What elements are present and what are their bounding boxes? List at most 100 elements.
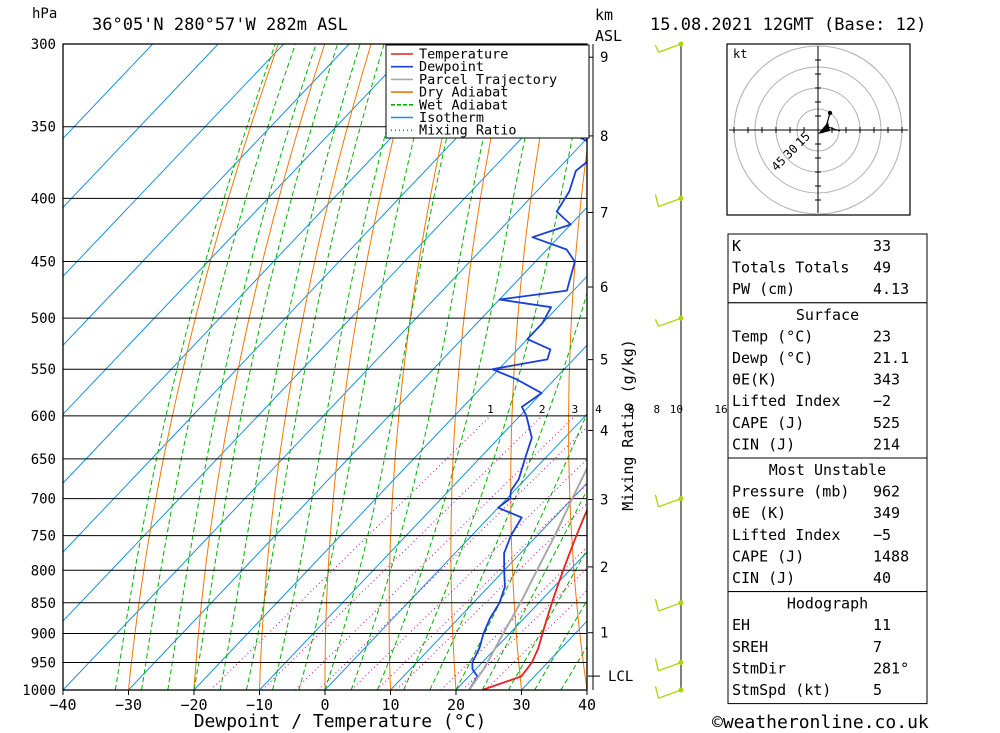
km-tick-label: 2 [600, 560, 608, 576]
index-value: 5 [873, 681, 882, 699]
legend-entry: Parcel Trajectory [419, 72, 557, 88]
temperature-tick-labels: −40 −30 −20 −10 0 10 20 30 40 [49, 690, 596, 714]
isotherm-line [324, 413, 587, 690]
pressure-tick-label: 800 [31, 563, 56, 579]
dry-adiabat-line [679, 44, 718, 690]
isotherm-line [63, 137, 587, 690]
mixing-ratio-label: 16 [714, 403, 727, 416]
mixing-ratio-line [318, 426, 587, 690]
wind-barb-shaft [658, 43, 682, 53]
index-label: CAPE (J) [732, 414, 804, 432]
dewpoint-line [468, 116, 587, 690]
index-table: K 33 Totals Totals 49 PW (cm) 4.13 Surface Temp… [727, 233, 928, 705]
index-value: 11 [873, 616, 891, 634]
index-label: Totals Totals [732, 259, 849, 277]
isotherm-line [259, 344, 587, 690]
wind-barb-flag [654, 194, 660, 207]
pressure-tick-label: 750 [31, 529, 56, 545]
wind-barbs [654, 41, 684, 699]
index-value: 525 [873, 414, 900, 432]
parcel-trajectory-line [468, 466, 587, 690]
profile-series [468, 116, 587, 690]
legend-box [385, 44, 590, 139]
wet-adiabat-line [324, 44, 470, 690]
mixing-ratio-label: 1 [487, 403, 494, 416]
isotherm-line [63, 44, 350, 346]
index-label: θE (K) [732, 504, 786, 522]
temperature-tick-label: −40 [49, 696, 76, 714]
pressure-tick-label: 550 [31, 362, 56, 378]
index-value: −5 [873, 526, 891, 544]
mixing-ratio-label: 4 [595, 403, 602, 416]
mixing-ratio-label: 8 [653, 403, 660, 416]
pressure-tick-label: 500 [31, 311, 56, 327]
km-unit-label: km [595, 6, 613, 24]
index-value: 1488 [873, 547, 909, 565]
mixing-ratio-label: 2 [539, 403, 546, 416]
wet-adiabat-line [219, 44, 361, 690]
index-label: EH [732, 616, 750, 634]
isotherm-line [63, 44, 154, 140]
index-label: PW (cm) [732, 280, 795, 298]
asl-unit-label: ASL [595, 27, 622, 45]
index-section-box [727, 591, 928, 705]
km-tick-label: 3 [600, 492, 608, 508]
isotherm-line [128, 206, 587, 690]
isotherm-line [63, 44, 219, 209]
storm-motion-vector [827, 126, 841, 132]
dry-adiabat-line [928, 44, 1000, 690]
wind-barb-flag [654, 686, 660, 699]
km-tick-label: 6 [600, 280, 608, 296]
copyright-label: ©weatheronline.co.uk [712, 712, 929, 733]
wind-barb-flag [654, 44, 660, 53]
index-label: CIN (J) [732, 435, 795, 453]
wind-barb-shaft [658, 197, 682, 208]
index-value: 33 [873, 237, 891, 255]
legend-entry: Mixing Ratio [419, 123, 517, 139]
hodograph-unit-label: kt [733, 47, 747, 61]
legend-entry: Isotherm [419, 110, 484, 126]
temperature-tick-label: −30 [115, 696, 142, 714]
wet-adiabat-line [245, 44, 385, 690]
mixing-ratio-line [376, 483, 587, 690]
pressure-tick-label: 300 [31, 37, 56, 53]
index-section-title: Surface [796, 306, 859, 324]
wind-barb-shaft [658, 317, 682, 327]
wind-barb-shaft [658, 689, 682, 699]
temperature-line [481, 507, 587, 690]
temperature-tick-label: 0 [320, 696, 329, 714]
temperature-tick-label: −10 [246, 696, 273, 714]
index-section-box [727, 457, 928, 593]
x-axis-label: Dewpoint / Temperature (°C) [194, 711, 487, 732]
pressure-tick-labels: 300 350 400 450 500 550 600 650 700 750 800 850 900 9… [22, 37, 56, 699]
station-title: 36°05'N 280°57'W 282m ASL [92, 15, 348, 35]
index-label: Temp (°C) [732, 327, 813, 345]
index-value: 281° [873, 659, 909, 677]
lcl-label: LCL [608, 669, 633, 685]
wind-barb-flag [654, 494, 660, 508]
wind-barb-flag [654, 658, 660, 671]
index-label: Lifted Index [732, 392, 840, 410]
mixing-ratio-label: 6 [628, 403, 635, 416]
mixing-ratio-line [294, 415, 576, 690]
wet-adiabat-line [141, 44, 296, 690]
index-section-box [727, 302, 928, 459]
dry-adiabat-line [388, 44, 465, 690]
index-section-title: Most Unstable [769, 461, 886, 479]
isotherm-line [63, 68, 587, 622]
temperature-tick-label: 20 [447, 696, 465, 714]
mixing-ratio-line [261, 415, 543, 690]
isotherm-line [63, 44, 481, 484]
pressure-tick-label: 950 [31, 655, 56, 671]
isotherm-line [390, 482, 587, 690]
wind-barb-flag [654, 598, 660, 612]
index-label: StmSpd (kt) [732, 681, 831, 699]
legend-entry: Dry Adiabat [419, 85, 508, 101]
index-label: CAPE (J) [732, 547, 804, 565]
index-section-box [727, 233, 928, 304]
km-tick-label: 5 [600, 353, 608, 369]
index-value: 21.1 [873, 349, 909, 367]
